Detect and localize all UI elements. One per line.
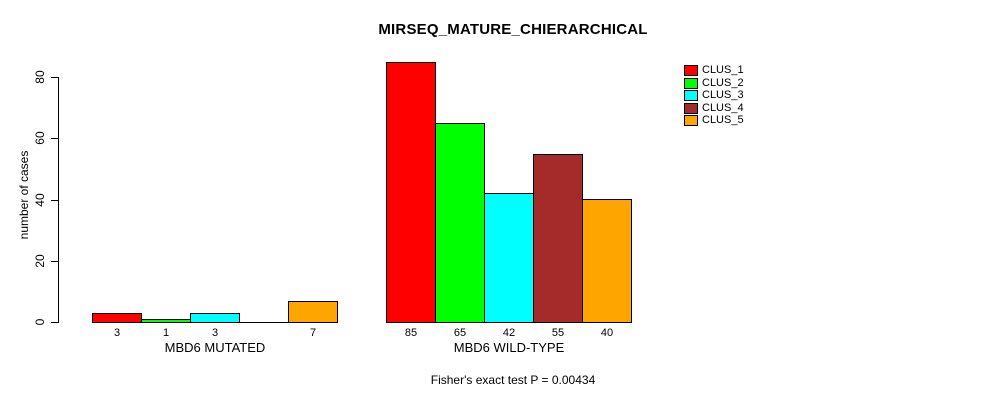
- legend-label-clus_2: CLUS_2: [702, 76, 744, 89]
- bar-clus_3-group2: [484, 193, 534, 323]
- legend-swatch-clus_3: [684, 90, 698, 101]
- bar-value-label: 3: [113, 327, 121, 339]
- bar-value-label: 40: [600, 327, 614, 339]
- bar-clus_5-group1: [288, 301, 338, 323]
- y-tick-label: 20: [33, 254, 47, 268]
- y-tick: [51, 322, 58, 323]
- y-tick: [51, 77, 58, 78]
- y-tick: [51, 138, 58, 139]
- legend-label-clus_4: CLUS_4: [702, 101, 744, 114]
- y-tick: [51, 200, 58, 201]
- bar-value-label: 65: [453, 327, 467, 339]
- page-title: MIRSEQ_MATURE_CHIERARCHICAL: [378, 21, 648, 38]
- bar-clus_1-group1: [92, 313, 142, 323]
- annotation-text: Fisher's exact test P = 0.00434: [430, 373, 596, 387]
- group-label-1: MBD6 MUTATED: [164, 340, 266, 355]
- bar-clus_3-group1: [190, 313, 240, 323]
- legend-swatch-clus_4: [684, 102, 698, 114]
- legend-label-clus_5: CLUS_5: [702, 114, 744, 126]
- legend-label-clus_3: CLUS_3: [702, 89, 744, 101]
- bar-clus_2-group1: [141, 319, 191, 323]
- legend-swatch-clus_2: [684, 77, 698, 89]
- group-label-2: MBD6 WILD-TYPE: [453, 340, 565, 355]
- legend-swatch-clus_1: [684, 65, 698, 76]
- y-tick-label: 40: [33, 193, 47, 207]
- bar-value-label: 1: [162, 327, 170, 339]
- bar-value-label: 55: [551, 327, 565, 339]
- bar-clus_1-group2: [386, 62, 436, 323]
- legend-label-clus_1: CLUS_1: [702, 64, 744, 76]
- y-axis-line: [58, 77, 59, 323]
- legend-swatch-clus_5: [684, 115, 698, 126]
- bar-value-label: 3: [211, 327, 219, 339]
- bar-value-label: 7: [309, 327, 317, 339]
- bar-clus_4-group2: [533, 154, 583, 323]
- y-tick-label: 60: [33, 131, 47, 145]
- y-tick-label: 80: [33, 70, 47, 84]
- y-tick-label: 0: [33, 318, 47, 326]
- bar-clus_5-group2: [582, 199, 632, 323]
- bar-clus_2-group2: [435, 123, 485, 323]
- bar-value-label: 42: [502, 327, 516, 339]
- bar-value-label: 85: [404, 327, 418, 339]
- y-tick: [51, 261, 58, 262]
